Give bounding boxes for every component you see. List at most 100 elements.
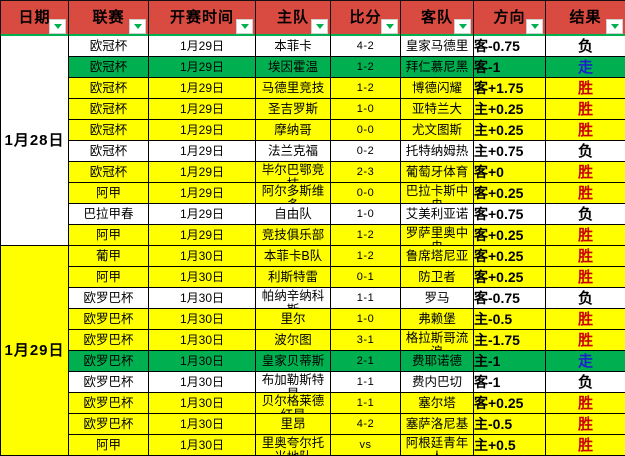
result-cell: 负 bbox=[546, 204, 625, 225]
kickoff-time-cell: 1月30日 bbox=[149, 351, 256, 372]
filter-dropdown-icon[interactable] bbox=[526, 19, 543, 34]
home-team-cell-text: 帕纳辛纳科斯 bbox=[256, 288, 330, 308]
away-team-cell-text: 格拉斯哥流浪 bbox=[401, 330, 473, 350]
filter-dropdown-icon[interactable] bbox=[311, 19, 328, 34]
away-team-cell: 塞尔塔 bbox=[401, 393, 474, 414]
league-cell: 欧罗巴杯 bbox=[69, 351, 149, 372]
league-cell: 阿甲 bbox=[69, 435, 149, 456]
home-team-cell: 竞技俱乐部 bbox=[256, 225, 331, 246]
score-cell: 1-1 bbox=[331, 393, 401, 414]
column-header-direction[interactable]: 方向 bbox=[474, 1, 546, 36]
league-cell: 巴拉甲春 bbox=[69, 204, 149, 225]
home-team-cell: 里奥夸尔托当地队 bbox=[256, 435, 331, 456]
status-badge: 胜 bbox=[578, 416, 593, 433]
score-cell: 0-2 bbox=[331, 141, 401, 162]
result-cell: 胜 bbox=[546, 393, 625, 414]
filter-dropdown-icon[interactable] bbox=[236, 19, 253, 34]
direction-cell: 客+0.25 bbox=[474, 393, 546, 414]
league-cell: 欧罗巴杯 bbox=[69, 288, 149, 309]
home-team-cell: 法兰克福 bbox=[256, 141, 331, 162]
filter-dropdown-icon[interactable] bbox=[381, 19, 398, 34]
date-group-cell: 1月28日 bbox=[1, 36, 69, 246]
kickoff-time-cell: 1月30日 bbox=[149, 414, 256, 435]
date-group-cell: 1月29日 bbox=[1, 246, 69, 456]
direction-cell: 客+0.25 bbox=[474, 225, 546, 246]
away-team-cell: 鲁席塔尼亚 bbox=[401, 246, 474, 267]
column-header-date[interactable]: 日期 bbox=[1, 1, 69, 36]
chevron-down-icon bbox=[316, 24, 324, 29]
league-cell: 欧罗巴杯 bbox=[69, 372, 149, 393]
home-team-cell: 阿尔多斯维多 bbox=[256, 183, 331, 204]
column-header-score[interactable]: 比分 bbox=[331, 1, 401, 36]
result-cell: 胜 bbox=[546, 225, 625, 246]
filter-dropdown-icon[interactable] bbox=[606, 19, 623, 34]
direction-cell: 主+0.25 bbox=[474, 99, 546, 120]
header-rule bbox=[1, 34, 68, 36]
score-cell: vs bbox=[331, 435, 401, 456]
column-header-kickoff-time[interactable]: 开赛时间 bbox=[149, 1, 256, 36]
away-team-cell-text: 罗萨里奥中央 bbox=[401, 225, 473, 245]
league-cell: 阿甲 bbox=[69, 267, 149, 288]
kickoff-time-cell: 1月29日 bbox=[149, 204, 256, 225]
home-team-cell: 布加勒斯特星 bbox=[256, 372, 331, 393]
result-cell: 胜 bbox=[546, 267, 625, 288]
score-cell: 1-2 bbox=[331, 246, 401, 267]
home-team-cell-text: 里奥夸尔托当地队 bbox=[256, 435, 330, 455]
column-header-result[interactable]: 结果 bbox=[546, 1, 625, 36]
home-team-cell-text: 阿尔多斯维多 bbox=[256, 183, 330, 203]
away-team-cell: 亚特兰大 bbox=[401, 99, 474, 120]
column-header-home-team[interactable]: 主队 bbox=[256, 1, 331, 36]
league-cell: 阿甲 bbox=[69, 183, 149, 204]
score-cell: 2-3 bbox=[331, 162, 401, 183]
away-team-cell: 罗马 bbox=[401, 288, 474, 309]
table-row[interactable]: 阿甲1月29日阿尔多斯维多0-0巴拉卡斯中央客+0.25胜 bbox=[1, 183, 625, 204]
direction-cell: 主-1.75 bbox=[474, 330, 546, 351]
status-badge: 胜 bbox=[578, 332, 593, 349]
away-team-cell: 费耶诺德 bbox=[401, 351, 474, 372]
table-row[interactable]: 阿甲1月30日里奥夸尔托当地队vs阿根廷青年人主+0.5胜 bbox=[1, 435, 625, 456]
direction-cell: 客-0.75 bbox=[474, 36, 546, 57]
filter-dropdown-icon[interactable] bbox=[129, 19, 146, 34]
status-badge: 负 bbox=[578, 143, 593, 160]
away-team-cell: 费内巴切 bbox=[401, 372, 474, 393]
score-cell: 1-2 bbox=[331, 57, 401, 78]
kickoff-time-cell: 1月29日 bbox=[149, 162, 256, 183]
result-cell: 胜 bbox=[546, 435, 625, 456]
league-cell: 欧罗巴杯 bbox=[69, 393, 149, 414]
column-header-away-team[interactable]: 客队 bbox=[401, 1, 474, 36]
filter-dropdown-icon[interactable] bbox=[454, 19, 471, 34]
kickoff-time-cell: 1月29日 bbox=[149, 99, 256, 120]
kickoff-time-cell: 1月29日 bbox=[149, 120, 256, 141]
status-badge: 胜 bbox=[578, 311, 593, 328]
result-cell: 负 bbox=[546, 141, 625, 162]
home-team-cell: 里昂 bbox=[256, 414, 331, 435]
home-team-cell: 马德里竞技 bbox=[256, 78, 331, 99]
direction-cell: 主-1 bbox=[474, 351, 546, 372]
result-cell: 负 bbox=[546, 288, 625, 309]
header-rule bbox=[401, 34, 473, 36]
direction-cell: 主-0.5 bbox=[474, 309, 546, 330]
league-cell: 欧冠杯 bbox=[69, 78, 149, 99]
column-header-league[interactable]: 联赛 bbox=[69, 1, 149, 36]
direction-cell: 客-0.75 bbox=[474, 288, 546, 309]
filter-dropdown-icon[interactable] bbox=[49, 19, 66, 34]
